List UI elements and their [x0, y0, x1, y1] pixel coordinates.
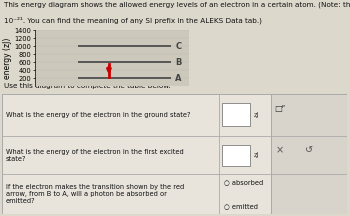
Text: ↺: ↺ — [305, 145, 313, 155]
FancyBboxPatch shape — [222, 103, 250, 127]
Text: 10⁻²¹. You can find the meaning of any SI prefix in the ALEKS Data tab.): 10⁻²¹. You can find the meaning of any S… — [4, 17, 261, 24]
FancyBboxPatch shape — [2, 94, 346, 214]
Text: zJ: zJ — [253, 112, 259, 118]
Text: If the electron makes the transition shown by the red
arrow, from B to A, will a: If the electron makes the transition sho… — [6, 184, 184, 204]
Text: □ᴾ: □ᴾ — [274, 105, 285, 113]
FancyBboxPatch shape — [222, 145, 250, 166]
Text: What is the energy of the electron in the ground state?: What is the energy of the electron in th… — [6, 112, 190, 118]
FancyBboxPatch shape — [271, 94, 346, 214]
Text: A: A — [175, 74, 182, 83]
Text: What is the energy of the electron in the first excited
state?: What is the energy of the electron in th… — [6, 149, 184, 162]
Text: This energy diagram shows the allowed energy levels of an electron in a certain : This energy diagram shows the allowed en… — [4, 2, 350, 8]
Text: ○ absorbed: ○ absorbed — [224, 179, 263, 185]
Text: B: B — [175, 58, 182, 67]
Text: C: C — [175, 42, 181, 51]
Text: zJ: zJ — [253, 152, 259, 158]
Text: Use this diagram to complete the table below.: Use this diagram to complete the table b… — [4, 83, 170, 89]
Text: ○ emitted: ○ emitted — [224, 203, 258, 209]
Y-axis label: energy (zJ): energy (zJ) — [3, 38, 12, 79]
Text: ×: × — [276, 145, 284, 155]
